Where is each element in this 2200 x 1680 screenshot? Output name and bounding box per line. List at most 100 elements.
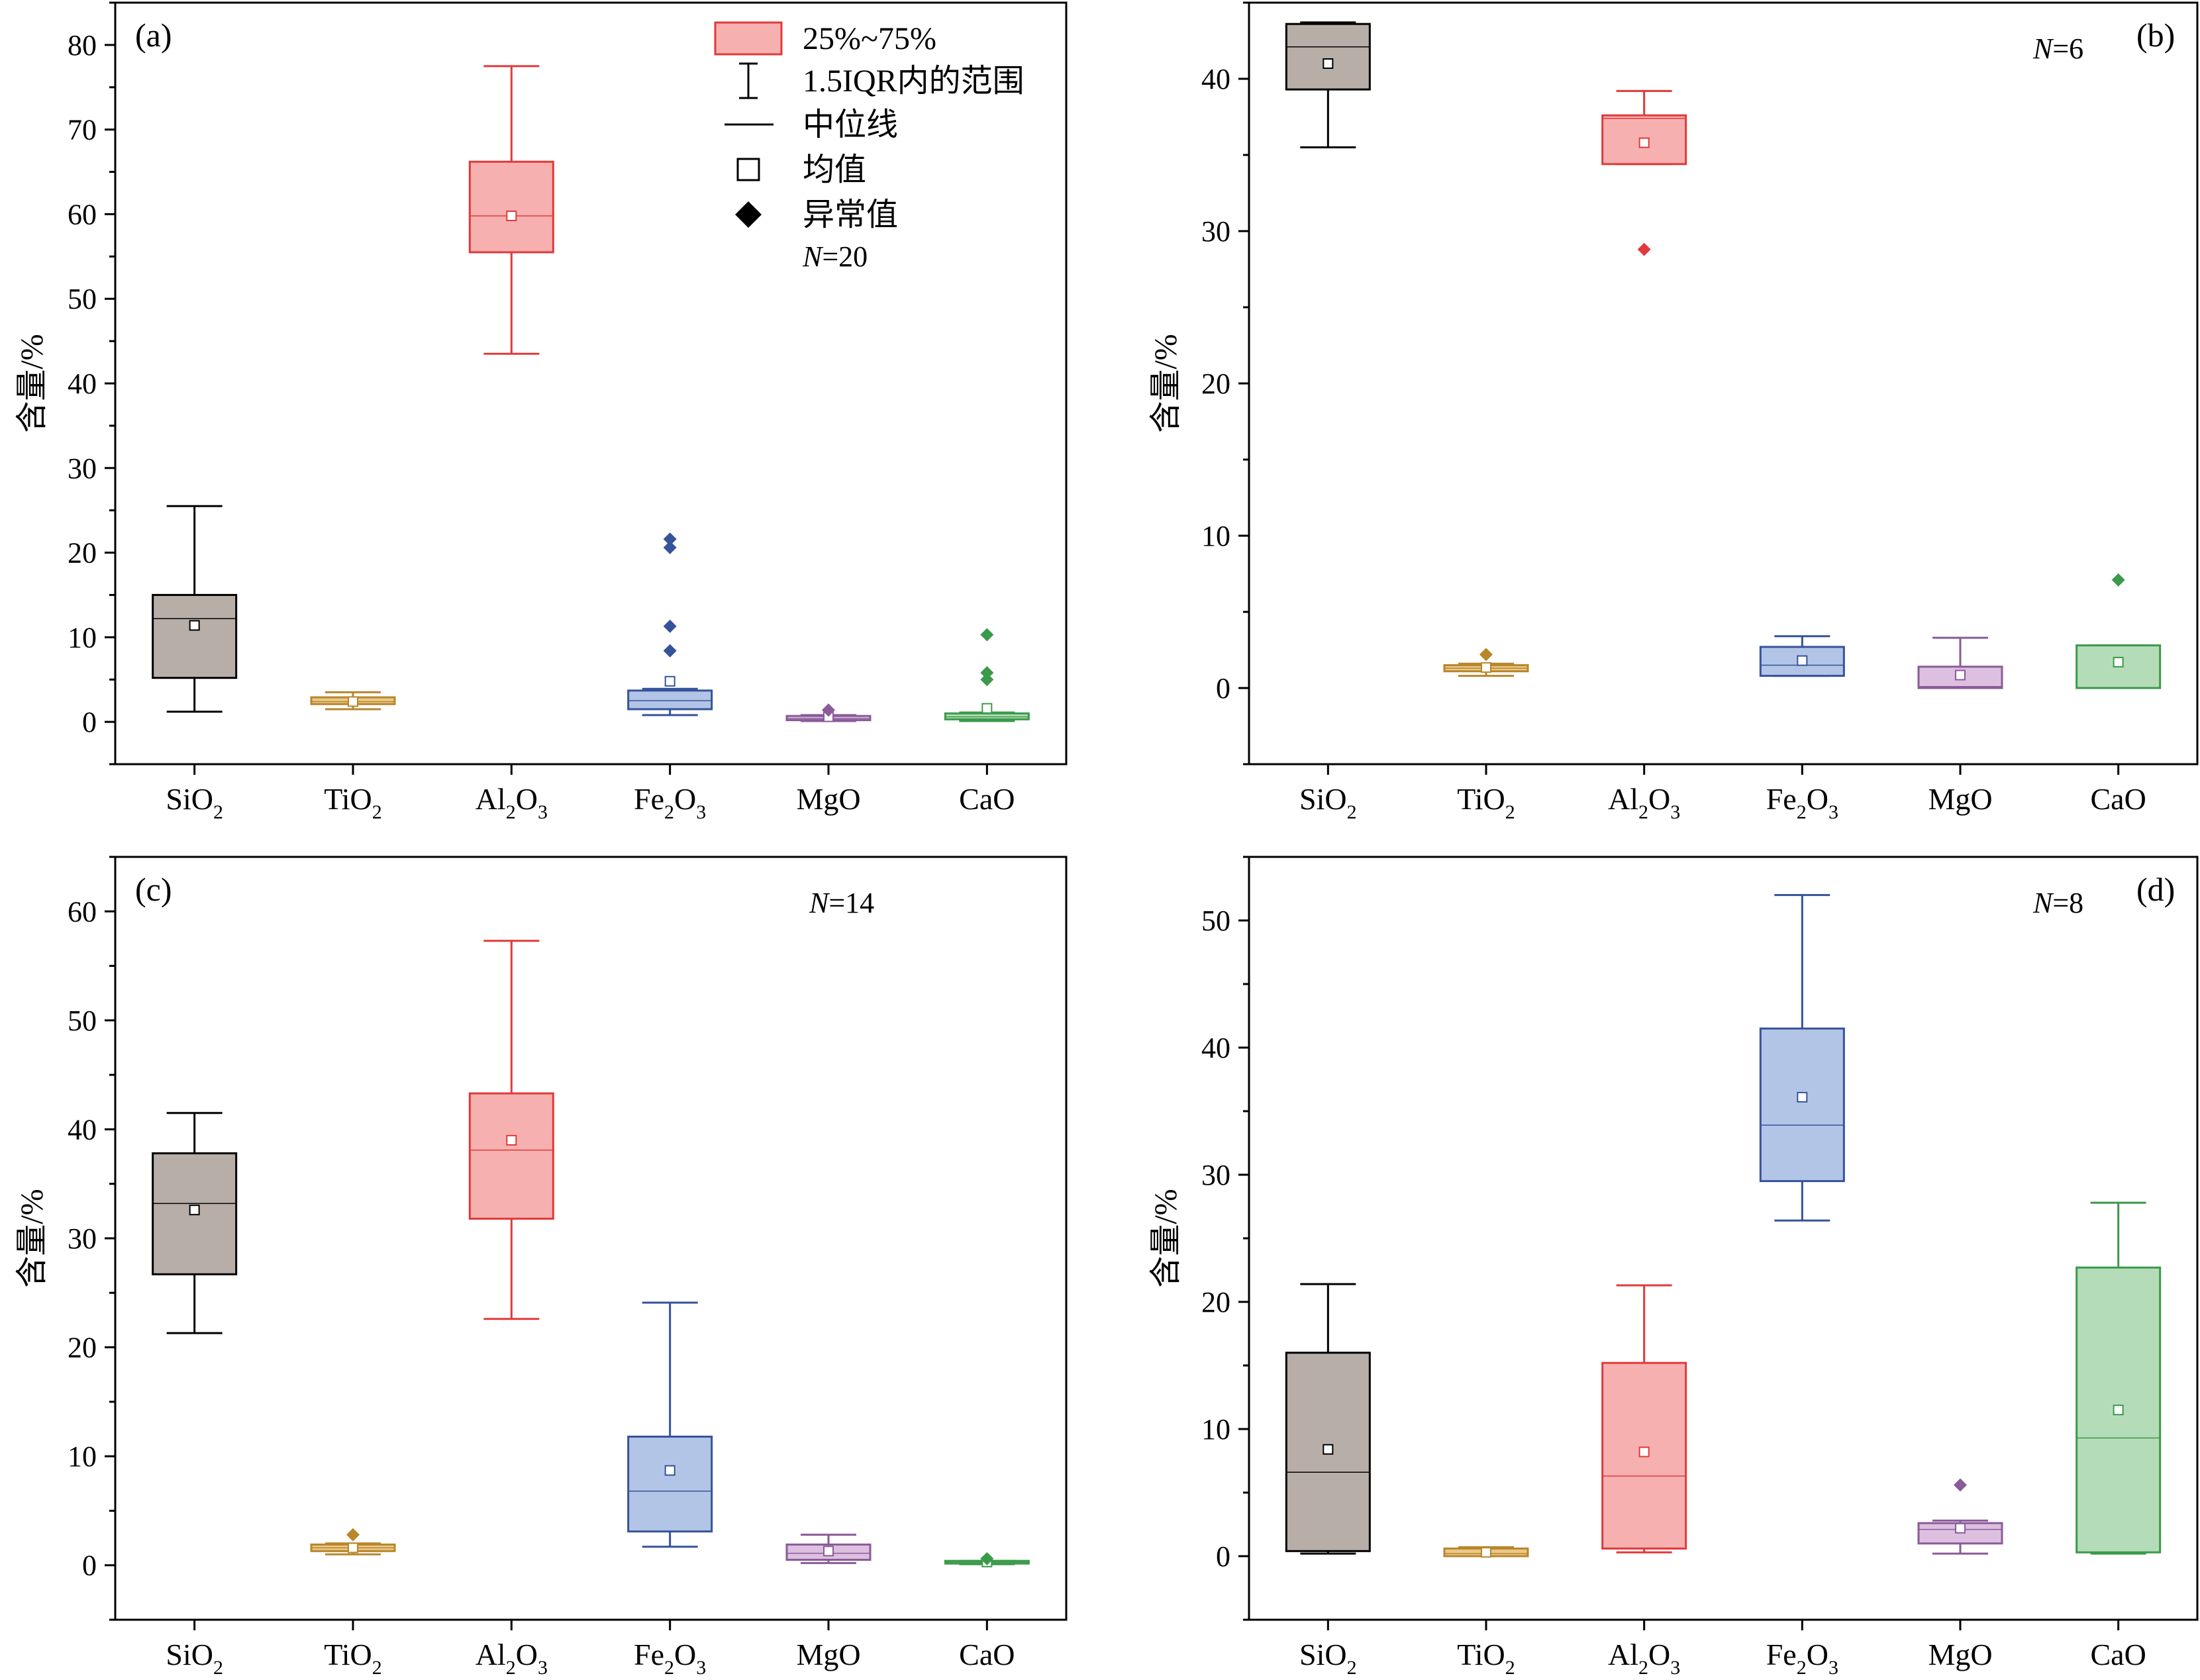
panel-b: 0 10 20 30 40 含量/% SiO2 TiO2 Al2O3 Fe2O3 MgO CaO (b)… xyxy=(1148,1,2199,823)
x-tick-label: MgO xyxy=(796,1638,860,1671)
sample-size: N=8 xyxy=(2032,887,2083,919)
legend-box-swatch xyxy=(714,21,783,56)
y-tick-label: 20 xyxy=(68,1332,97,1364)
box-CaO xyxy=(944,1552,1030,1567)
iqr-box xyxy=(152,1152,238,1275)
box-Fe2O3 xyxy=(627,1301,713,1548)
x-tick-label: SiO2 xyxy=(1299,1638,1357,1679)
iqr-box xyxy=(1285,23,1371,91)
outlier-marker xyxy=(2111,573,2125,587)
sample-size: N=6 xyxy=(2032,32,2083,65)
y-tick-label: 40 xyxy=(1201,63,1230,95)
x-tick-label: Fe2O3 xyxy=(1766,782,1838,823)
box-TiO2 xyxy=(1443,648,1529,677)
x-tick-label: SiO2 xyxy=(166,1638,223,1679)
legend-item-box: 25%~75% xyxy=(714,21,936,56)
legend-item-whisker: 1.5IQR内的范围 xyxy=(739,62,1025,99)
box-Fe2O3 xyxy=(1759,635,1845,677)
y-tick-label: 10 xyxy=(1201,520,1230,552)
panel-c: 0 10 20 30 40 50 60 含量/% SiO2 TiO2 Al2O3 Fe2O3 MgO Ca… xyxy=(15,856,1068,1679)
y-tick-label: 50 xyxy=(1201,905,1230,937)
mean-marker xyxy=(823,1546,834,1557)
x-tick-label: SiO2 xyxy=(1299,782,1357,823)
x-tick-label: CaO xyxy=(2091,1638,2146,1671)
outlier-marker xyxy=(1479,648,1493,662)
y-tick-label: 10 xyxy=(68,1440,97,1473)
y-tick-label: 40 xyxy=(68,368,97,400)
x-tick-label: CaO xyxy=(2091,782,2146,816)
x-tick-label: TiO2 xyxy=(324,782,381,823)
outlier-marker xyxy=(980,666,994,679)
box-CaO xyxy=(2075,1201,2162,1555)
outlier-marker xyxy=(663,540,677,554)
y-tick-label: 70 xyxy=(68,114,97,146)
legend-label: 异常值 xyxy=(803,197,898,232)
legend-item-diamond: 异常值 xyxy=(735,197,898,232)
box-MgO xyxy=(785,1534,872,1564)
sample-size: N=20 xyxy=(802,240,868,273)
legend-label: 均值 xyxy=(803,152,866,187)
y-tick-label: 20 xyxy=(68,537,97,569)
legend-label: 25%~75% xyxy=(803,21,936,56)
mean-marker xyxy=(1481,1547,1491,1558)
y-tick-label: 40 xyxy=(1201,1032,1230,1064)
panel-a: 0 10 20 30 40 50 60 70 80 含量/% SiO2 TiO2 Al2O3 Fe2O3 M… xyxy=(15,1,1068,823)
x-tick-label: TiO2 xyxy=(324,1638,381,1679)
mean-marker xyxy=(1797,655,1808,666)
iqr-box xyxy=(468,1092,554,1220)
y-tick-label: 60 xyxy=(68,198,97,230)
outlier-marker xyxy=(663,532,677,546)
mean-marker xyxy=(1481,662,1491,673)
mean-marker xyxy=(348,1542,358,1554)
y-tick-label: 20 xyxy=(1201,1286,1230,1318)
x-tick-label: Al2O3 xyxy=(1608,782,1680,823)
outlier-marker xyxy=(980,628,994,642)
panel-label: (d) xyxy=(2136,871,2175,908)
box-SiO2 xyxy=(1285,21,1371,148)
legend-mean-swatch xyxy=(736,158,760,181)
mean-marker xyxy=(1638,1446,1650,1458)
y-tick-label: 10 xyxy=(1201,1413,1230,1446)
y-tick-label: 80 xyxy=(68,29,97,62)
y-tick-label: 0 xyxy=(1216,1540,1230,1573)
y-axis-label: 含量/% xyxy=(15,1189,50,1287)
mean-marker xyxy=(981,703,993,714)
x-tick-label: MgO xyxy=(796,782,860,816)
box-TiO2 xyxy=(310,1528,396,1556)
y-axis-label: 含量/% xyxy=(1148,1189,1183,1287)
x-tick-label: Fe2O3 xyxy=(634,782,706,823)
mean-marker xyxy=(1323,1444,1334,1455)
outlier-marker xyxy=(1954,1478,1967,1492)
y-tick-label: 60 xyxy=(68,895,97,928)
x-tick-label: Al2O3 xyxy=(1608,1638,1680,1679)
y-tick-label: 30 xyxy=(1201,1159,1230,1191)
box-CaO xyxy=(944,628,1030,722)
legend-label: 中位线 xyxy=(803,107,898,142)
box-CaO xyxy=(2075,573,2162,689)
y-axis-label: 含量/% xyxy=(15,334,50,432)
mean-marker xyxy=(506,1134,517,1146)
box-SiO2 xyxy=(1285,1283,1371,1555)
mean-marker xyxy=(664,675,675,687)
x-tick-label: SiO2 xyxy=(166,782,223,823)
y-tick-label: 0 xyxy=(82,706,97,738)
iqr-box xyxy=(468,160,554,254)
y-tick-label: 50 xyxy=(68,283,97,315)
outlier-marker xyxy=(1637,242,1651,256)
plot-frame xyxy=(114,856,1068,1621)
x-tick-label: TiO2 xyxy=(1457,782,1515,823)
y-axis-label: 含量/% xyxy=(1148,334,1183,432)
legend-item-square: 均值 xyxy=(736,152,866,187)
x-tick-label: CaO xyxy=(959,782,1015,816)
mean-marker xyxy=(506,211,517,221)
mean-marker xyxy=(1955,1522,1966,1534)
y-tick-label: 20 xyxy=(1201,368,1230,400)
mean-marker xyxy=(1323,58,1334,69)
x-tick-label: Fe2O3 xyxy=(634,1638,706,1679)
y-tick-label: 30 xyxy=(1201,215,1230,248)
x-tick-label: Al2O3 xyxy=(475,782,548,823)
mean-marker xyxy=(189,1205,200,1216)
outlier-marker xyxy=(822,703,835,717)
box-Al2O3 xyxy=(468,940,554,1320)
